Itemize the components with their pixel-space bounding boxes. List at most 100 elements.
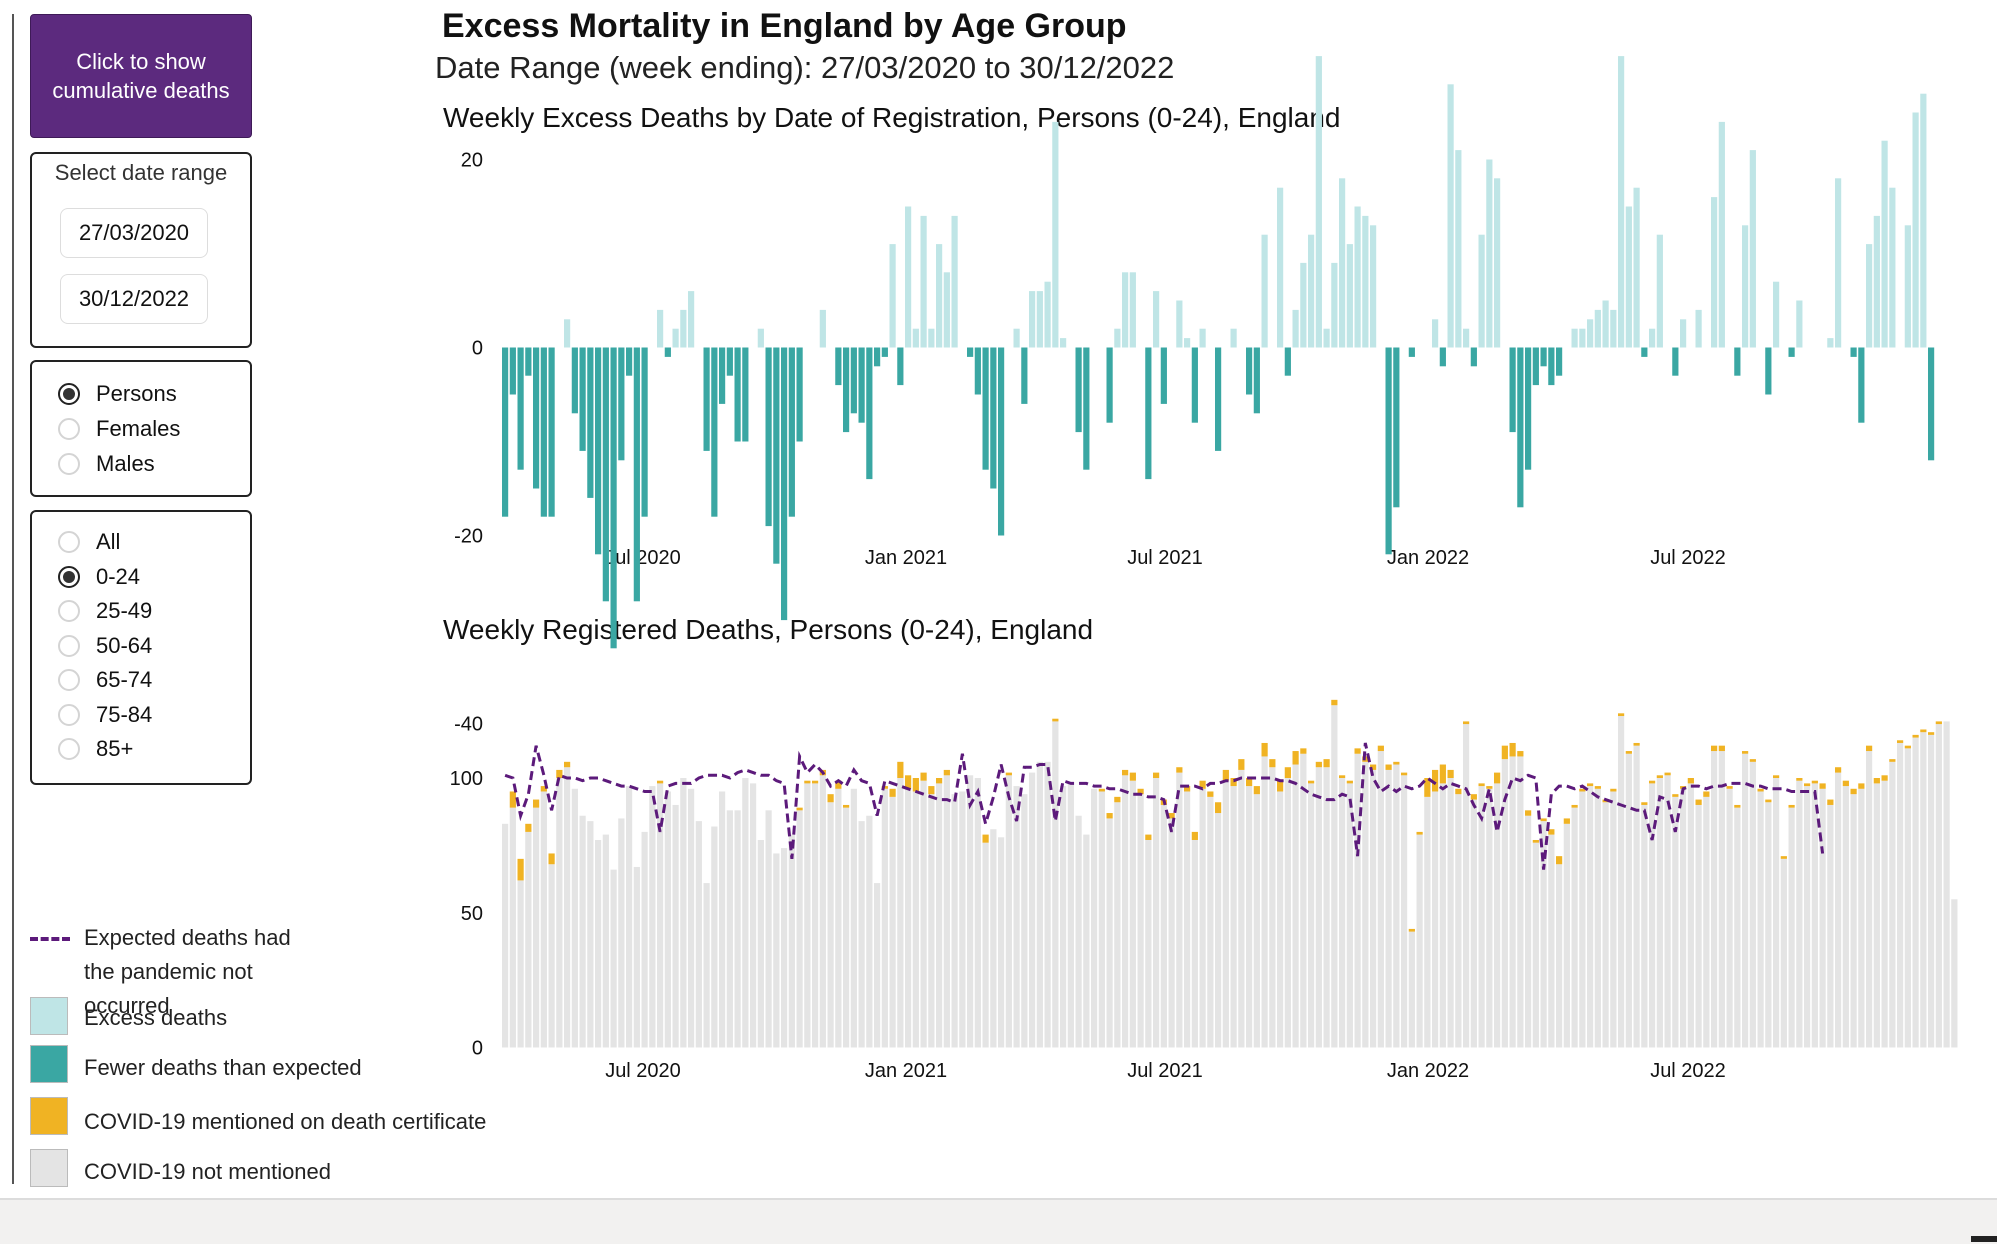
not-covid-bar (1951, 899, 1958, 1048)
radio-age-25-49-label: 25-49 (96, 598, 153, 623)
fewer-bar (1191, 347, 1198, 423)
excess-bar (1889, 187, 1896, 348)
covid-bar (897, 761, 904, 778)
covid-bar (1300, 748, 1307, 754)
legend-expected-label: Expected deaths had the pandemic not occ… (84, 925, 291, 1018)
covid-bar (1122, 769, 1129, 776)
not-covid-bar (750, 783, 757, 1048)
not-covid-bar (1726, 788, 1733, 1048)
excess-bar (1920, 93, 1927, 348)
covid-bar (889, 788, 896, 797)
not-covid-bar (1199, 788, 1206, 1048)
radio-age-65-74-dot[interactable] (58, 669, 80, 691)
excess-bar (1230, 328, 1237, 348)
date-end-input[interactable]: 30/12/2022 (60, 274, 208, 324)
excess-bar (889, 244, 896, 348)
radio-age-75-84-dot[interactable] (58, 704, 80, 726)
covid-bar (1804, 783, 1811, 787)
radio-females[interactable]: Females (58, 414, 180, 444)
radio-age-25-49-dot[interactable] (58, 600, 80, 622)
covid-bar (1199, 780, 1206, 789)
radio-males-dot[interactable] (58, 453, 80, 475)
not-covid-bar (1129, 780, 1136, 1048)
not-covid-bar (1641, 804, 1648, 1048)
radio-age-0-24-label: 0-24 (96, 564, 141, 589)
covid-bar (1687, 778, 1694, 784)
covid-bar (982, 834, 989, 843)
excess-bar (1587, 319, 1594, 348)
not-covid-bar (982, 842, 989, 1048)
radio-males[interactable]: Males (58, 449, 155, 479)
not-covid-bar (1393, 764, 1400, 1048)
excess-bar (1711, 197, 1718, 348)
excess-bar (1447, 84, 1454, 348)
radio-age-0-24-dot[interactable] (58, 566, 80, 588)
radio-persons-dot[interactable] (58, 383, 80, 405)
radio-age-25-49[interactable]: 25-49 (58, 596, 152, 626)
fewer-bar (1083, 347, 1090, 470)
not-covid-bar (850, 788, 857, 1048)
covid-bar (1408, 928, 1415, 932)
excess-bar (1122, 272, 1129, 348)
covid-bar (1370, 764, 1377, 770)
not-covid-bar (936, 783, 943, 1048)
not-covid-bar (1718, 751, 1725, 1048)
not-covid-bar (556, 778, 563, 1048)
not-covid-bar (912, 791, 919, 1048)
covid-bar (827, 794, 834, 803)
not-covid-bar (905, 788, 912, 1048)
radio-age-85-plus-dot[interactable] (58, 738, 80, 760)
covid-bar (1672, 794, 1679, 797)
not-covid-bar (773, 853, 780, 1048)
excess-x-tick: Jul 2022 (1650, 547, 1726, 569)
date-start-input[interactable]: 27/03/2020 (60, 208, 208, 258)
registered-y-tick: 50 (461, 903, 483, 925)
not-covid-bar (1447, 778, 1454, 1048)
fewer-bar (602, 347, 609, 602)
excess-bar (1331, 262, 1338, 348)
covid-bar (1501, 745, 1508, 760)
not-covid-bar (1672, 796, 1679, 1048)
covid-bar (1207, 791, 1214, 797)
fewer-bar (502, 347, 509, 517)
covid-bar (1633, 742, 1640, 746)
excess-bar (1044, 281, 1051, 348)
radio-age-50-64-dot[interactable] (58, 635, 80, 657)
fewer-bar (517, 347, 524, 470)
radio-persons[interactable]: Persons (58, 379, 177, 409)
not-covid-bar (1788, 807, 1795, 1048)
excess-bar (688, 291, 695, 348)
fewer-bar (703, 347, 710, 451)
covid-bar (1269, 759, 1276, 768)
not-covid-bar (990, 829, 997, 1048)
radio-age-65-74[interactable]: 65-74 (58, 665, 152, 695)
fewer-bar (850, 347, 857, 414)
covid-bar (1889, 759, 1896, 762)
fewer-bar (974, 347, 981, 395)
radio-age-50-64[interactable]: 50-64 (58, 631, 152, 661)
scrollbar-handle[interactable] (1971, 1236, 1997, 1242)
covid-bar (1238, 759, 1245, 770)
not-covid-bar (781, 848, 788, 1048)
covid-bar (843, 804, 850, 808)
covid-bar (943, 769, 950, 776)
show-cumulative-button[interactable]: Click to show cumulative deaths (30, 14, 252, 138)
radio-age-75-84[interactable]: 75-84 (58, 700, 152, 730)
excess-bar (757, 328, 764, 348)
covid-bar (1377, 745, 1384, 752)
fewer-bar (1788, 347, 1795, 357)
not-covid-bar (1230, 786, 1237, 1048)
radio-females-dot[interactable] (58, 418, 80, 440)
covid-bar (1191, 831, 1198, 840)
radio-age-all-dot[interactable] (58, 531, 80, 553)
not-covid-bar (1029, 772, 1036, 1048)
radio-age-all[interactable]: All (58, 527, 120, 557)
not-covid-bar (788, 834, 795, 1048)
not-covid-bar (1579, 791, 1586, 1048)
covid-bar (905, 775, 912, 789)
excess-bar (912, 328, 919, 348)
not-covid-bar (1455, 794, 1462, 1048)
radio-age-85-plus[interactable]: 85+ (58, 734, 133, 764)
covid-bar (1331, 699, 1338, 706)
radio-age-0-24[interactable]: 0-24 (58, 562, 140, 592)
